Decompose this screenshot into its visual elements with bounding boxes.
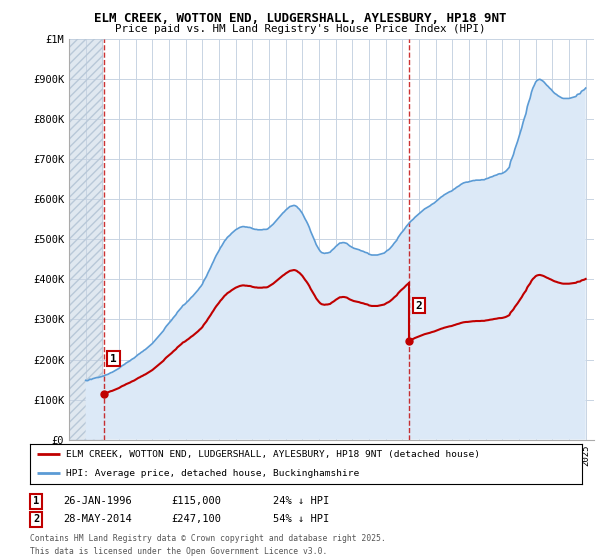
Text: ELM CREEK, WOTTON END, LUDGERSHALL, AYLESBURY, HP18 9NT (detached house): ELM CREEK, WOTTON END, LUDGERSHALL, AYLE… [66,450,480,459]
Text: 1: 1 [33,496,39,506]
Text: £247,100: £247,100 [171,514,221,524]
Text: 54% ↓ HPI: 54% ↓ HPI [273,514,329,524]
Bar [69,39,103,440]
Text: 24% ↓ HPI: 24% ↓ HPI [273,496,329,506]
Text: Contains HM Land Registry data © Crown copyright and database right 2025.
This d: Contains HM Land Registry data © Crown c… [30,534,386,556]
Bar [69,39,103,440]
Text: 2: 2 [416,301,422,311]
Text: 2: 2 [33,514,39,524]
Text: Price paid vs. HM Land Registry's House Price Index (HPI): Price paid vs. HM Land Registry's House … [115,24,485,34]
Text: 26-JAN-1996: 26-JAN-1996 [63,496,132,506]
Text: 1: 1 [110,353,117,363]
Text: HPI: Average price, detached house, Buckinghamshire: HPI: Average price, detached house, Buck… [66,469,359,478]
Text: ELM CREEK, WOTTON END, LUDGERSHALL, AYLESBURY, HP18 9NT: ELM CREEK, WOTTON END, LUDGERSHALL, AYLE… [94,12,506,25]
Text: 28-MAY-2014: 28-MAY-2014 [63,514,132,524]
Text: £115,000: £115,000 [171,496,221,506]
